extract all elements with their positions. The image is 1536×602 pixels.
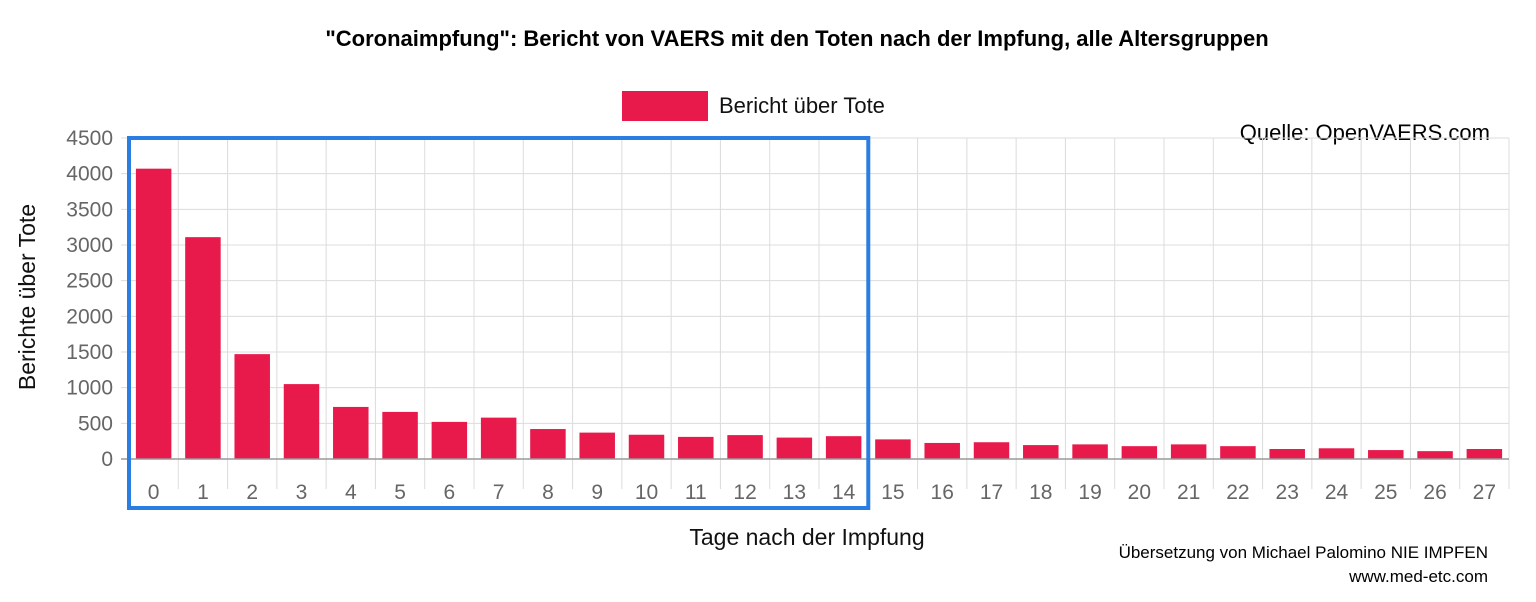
chart-title: "Coronaimpfung": Bericht von VAERS mit d… <box>325 26 1268 51</box>
bar <box>727 435 763 459</box>
x-tick-label: 2 <box>246 481 258 504</box>
x-tick-label: 3 <box>296 481 308 504</box>
bar <box>283 384 320 459</box>
x-tick-label: 22 <box>1226 481 1249 504</box>
bar <box>1417 451 1453 459</box>
x-tick-label: 1 <box>197 481 209 504</box>
bar <box>234 354 270 459</box>
bar <box>530 429 566 459</box>
y-axis-ticks: 0 500 1000 1500 2000 2500 3000 3500 4000 4500 <box>66 127 113 471</box>
y-tick-label: 2500 <box>66 270 113 293</box>
highlight-box <box>127 136 871 510</box>
bar <box>776 437 813 459</box>
x-tick-label: 7 <box>493 481 505 504</box>
x-tick-label: 9 <box>591 481 603 504</box>
x-tick-label: 19 <box>1078 481 1101 504</box>
y-tick-label: 4500 <box>66 127 113 150</box>
bar <box>1023 445 1059 459</box>
x-tick-label: 16 <box>931 481 954 504</box>
x-tick-label: 11 <box>685 481 707 504</box>
bars <box>135 168 1503 459</box>
x-tick-label: 26 <box>1423 481 1446 504</box>
credit-line-1: Übersetzung von Michael Palomino NIE IMP… <box>1119 543 1488 562</box>
x-axis-label: Tage nach der Impfung <box>689 524 924 550</box>
x-tick-label: 17 <box>980 481 1003 504</box>
bar <box>480 417 517 459</box>
x-axis-ticks: 0 1 2 3 4 5 6 7 8 9 10 11 12 13 14 15 16 17 18 19 20 21 22 23 24… <box>148 481 1496 504</box>
bar <box>1466 449 1503 459</box>
bar <box>678 436 714 459</box>
bar <box>579 432 615 459</box>
bar <box>875 439 911 459</box>
bar <box>431 421 468 459</box>
source-label: Quelle: OpenVAERS.com <box>1240 120 1490 145</box>
bar <box>1121 446 1158 459</box>
x-tick-label: 25 <box>1374 481 1397 504</box>
x-tick-label: 5 <box>394 481 406 504</box>
x-tick-label: 12 <box>733 481 756 504</box>
x-tick-label: 20 <box>1128 481 1151 504</box>
x-tick-label: 24 <box>1325 481 1349 504</box>
y-tick-label: 1500 <box>66 341 113 364</box>
bar <box>1318 448 1355 459</box>
x-tick-label: 23 <box>1276 481 1299 504</box>
x-tick-label: 8 <box>542 481 554 504</box>
bar <box>135 168 172 459</box>
bar <box>825 436 862 459</box>
x-tick-label: 4 <box>345 481 357 504</box>
bar <box>333 406 369 459</box>
x-tick-label: 14 <box>832 481 856 504</box>
y-axis-label: Berichte über Tote <box>14 204 40 390</box>
y-tick-label: 500 <box>78 412 113 435</box>
bar <box>1072 444 1108 459</box>
legend-swatch <box>622 91 708 121</box>
y-tick-label: 3500 <box>66 198 113 221</box>
x-tick-label: 27 <box>1473 481 1496 504</box>
y-tick-label: 1000 <box>66 377 113 400</box>
bar <box>1368 450 1404 459</box>
x-tick-label: 0 <box>148 481 160 504</box>
x-tick-label: 18 <box>1029 481 1052 504</box>
bar <box>185 237 221 459</box>
bar <box>1269 449 1305 459</box>
x-tick-label: 15 <box>881 481 904 504</box>
legend-label: Bericht über Tote <box>719 93 885 118</box>
bar <box>382 411 418 459</box>
bar <box>1170 444 1207 459</box>
y-tick-label: 0 <box>101 448 113 471</box>
bar <box>973 442 1010 459</box>
x-tick-label: 6 <box>444 481 456 504</box>
credit-line-2: www.med-etc.com <box>1348 567 1488 586</box>
y-tick-label: 2000 <box>66 305 113 328</box>
bar <box>628 434 665 459</box>
x-tick-label: 10 <box>635 481 658 504</box>
bar <box>1220 446 1256 459</box>
grid <box>121 137 1510 489</box>
legend: Bericht über Tote <box>622 91 885 121</box>
bar <box>924 442 960 459</box>
y-tick-label: 4000 <box>66 163 113 186</box>
x-tick-label: 21 <box>1177 481 1200 504</box>
x-tick-label: 13 <box>783 481 806 504</box>
y-tick-label: 3000 <box>66 234 113 257</box>
